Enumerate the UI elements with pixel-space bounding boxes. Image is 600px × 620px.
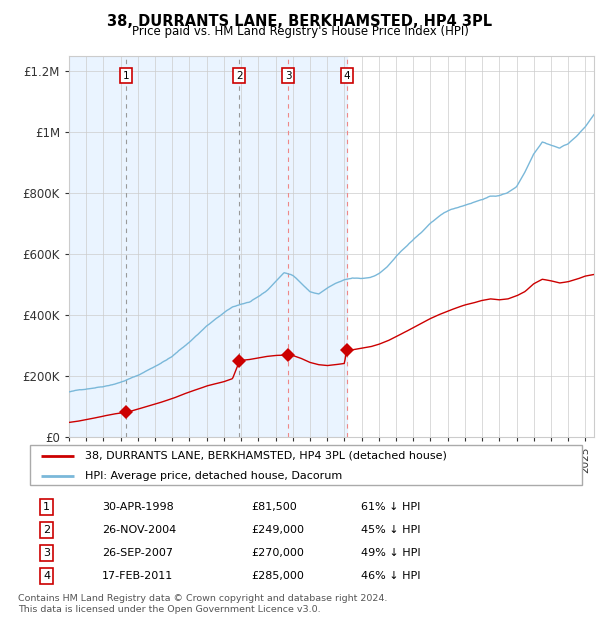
Text: £81,500: £81,500 xyxy=(251,502,296,512)
Text: Contains HM Land Registry data © Crown copyright and database right 2024.: Contains HM Land Registry data © Crown c… xyxy=(18,594,388,603)
Text: 61% ↓ HPI: 61% ↓ HPI xyxy=(361,502,421,512)
Text: £285,000: £285,000 xyxy=(251,571,304,581)
Text: HPI: Average price, detached house, Dacorum: HPI: Average price, detached house, Daco… xyxy=(85,471,343,481)
Text: 2: 2 xyxy=(43,525,50,535)
Text: 49% ↓ HPI: 49% ↓ HPI xyxy=(361,548,421,558)
Text: 4: 4 xyxy=(43,571,50,581)
Text: £249,000: £249,000 xyxy=(251,525,304,535)
Text: 3: 3 xyxy=(285,71,292,81)
Text: 38, DURRANTS LANE, BERKHAMSTED, HP4 3PL (detached house): 38, DURRANTS LANE, BERKHAMSTED, HP4 3PL … xyxy=(85,451,447,461)
Text: 1: 1 xyxy=(43,502,50,512)
Text: 17-FEB-2011: 17-FEB-2011 xyxy=(102,571,173,581)
Text: 3: 3 xyxy=(43,548,50,558)
Text: 38, DURRANTS LANE, BERKHAMSTED, HP4 3PL: 38, DURRANTS LANE, BERKHAMSTED, HP4 3PL xyxy=(107,14,493,29)
Text: Price paid vs. HM Land Registry's House Price Index (HPI): Price paid vs. HM Land Registry's House … xyxy=(131,25,469,38)
Text: £270,000: £270,000 xyxy=(251,548,304,558)
Text: 30-APR-1998: 30-APR-1998 xyxy=(102,502,173,512)
Text: 1: 1 xyxy=(123,71,130,81)
Text: 26-SEP-2007: 26-SEP-2007 xyxy=(102,548,173,558)
Bar xyxy=(69,56,347,437)
Text: 2: 2 xyxy=(236,71,243,81)
FancyBboxPatch shape xyxy=(30,445,582,485)
Text: 46% ↓ HPI: 46% ↓ HPI xyxy=(361,571,421,581)
Text: 26-NOV-2004: 26-NOV-2004 xyxy=(102,525,176,535)
Text: 4: 4 xyxy=(343,71,350,81)
Text: 45% ↓ HPI: 45% ↓ HPI xyxy=(361,525,421,535)
Text: This data is licensed under the Open Government Licence v3.0.: This data is licensed under the Open Gov… xyxy=(18,604,320,614)
